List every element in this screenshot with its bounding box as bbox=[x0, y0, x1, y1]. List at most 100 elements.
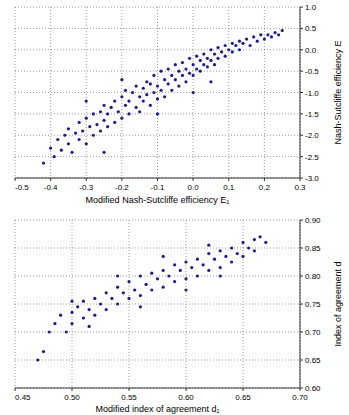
point bbox=[93, 297, 96, 300]
y-axis-label: Nash-Sutcliffe efficiency E bbox=[333, 40, 343, 144]
point bbox=[230, 260, 233, 263]
y-tick bbox=[300, 92, 303, 93]
point bbox=[252, 35, 255, 38]
y-tick-label: 0.75 bbox=[305, 300, 321, 309]
point bbox=[99, 129, 102, 132]
x-tick-label: 0.2 bbox=[259, 183, 271, 192]
point bbox=[181, 61, 184, 64]
y-tick-label: 0.85 bbox=[305, 244, 321, 253]
chart: -0.5-0.4-0.3-0.2-0.10.00.10.20.31.00.50.… bbox=[15, 3, 343, 205]
point bbox=[209, 48, 212, 51]
point bbox=[206, 65, 209, 68]
point bbox=[149, 82, 152, 85]
point bbox=[170, 89, 173, 92]
x-tick-label: 0.1 bbox=[223, 183, 235, 192]
point bbox=[53, 322, 56, 325]
point bbox=[60, 149, 63, 152]
x-tick bbox=[157, 178, 158, 181]
point bbox=[120, 95, 123, 98]
point bbox=[149, 104, 152, 107]
point bbox=[162, 269, 165, 272]
point bbox=[127, 112, 130, 115]
x-tick bbox=[50, 178, 51, 181]
x-axis bbox=[15, 388, 300, 389]
point bbox=[207, 244, 210, 247]
point bbox=[53, 155, 56, 158]
point bbox=[120, 78, 123, 81]
point bbox=[224, 255, 227, 258]
point bbox=[63, 134, 66, 137]
point bbox=[138, 110, 141, 113]
point bbox=[56, 138, 59, 141]
y-tick bbox=[300, 332, 303, 333]
y-tick bbox=[300, 388, 303, 389]
point bbox=[230, 246, 233, 249]
point bbox=[49, 146, 52, 149]
point bbox=[142, 87, 145, 90]
point bbox=[202, 263, 205, 266]
y-tick bbox=[300, 113, 303, 114]
x-tick-label: 0.0 bbox=[188, 183, 200, 192]
point bbox=[216, 46, 219, 49]
point bbox=[241, 241, 244, 244]
point bbox=[167, 274, 170, 277]
point bbox=[110, 106, 113, 109]
point bbox=[145, 80, 148, 83]
point bbox=[173, 280, 176, 283]
point bbox=[277, 33, 280, 36]
point bbox=[173, 263, 176, 266]
point bbox=[139, 305, 142, 308]
x-tick bbox=[193, 178, 194, 181]
point bbox=[270, 35, 273, 38]
y-tick-label: 0.65 bbox=[305, 356, 321, 365]
point bbox=[224, 55, 227, 58]
x-axis-label: Modified Nash-Sutcliffe efficiency E₁ bbox=[86, 195, 230, 205]
point bbox=[70, 311, 73, 314]
x-tick-label: -0.5 bbox=[15, 183, 29, 192]
point bbox=[99, 110, 102, 113]
point bbox=[139, 274, 142, 277]
point bbox=[42, 161, 45, 164]
point bbox=[85, 99, 88, 102]
point bbox=[181, 74, 184, 77]
y-tick bbox=[300, 28, 303, 29]
point bbox=[245, 37, 248, 40]
point bbox=[188, 57, 191, 60]
grid-line bbox=[15, 388, 300, 389]
point bbox=[142, 99, 145, 102]
point bbox=[159, 70, 162, 73]
y-tick bbox=[300, 178, 303, 179]
grid-line bbox=[15, 248, 300, 249]
point bbox=[184, 288, 187, 291]
point bbox=[156, 277, 159, 280]
point bbox=[177, 84, 180, 87]
x-tick-label: 0.3 bbox=[294, 183, 306, 192]
point bbox=[88, 125, 91, 128]
point bbox=[70, 322, 73, 325]
point bbox=[93, 314, 96, 317]
point bbox=[127, 297, 130, 300]
point bbox=[139, 294, 142, 297]
grid-line bbox=[157, 7, 158, 178]
y-tick bbox=[300, 276, 303, 277]
point bbox=[162, 286, 165, 289]
y-tick bbox=[300, 220, 303, 221]
point bbox=[156, 84, 159, 87]
point bbox=[259, 33, 262, 36]
point bbox=[281, 29, 284, 32]
y-tick-label: 0.60 bbox=[305, 384, 321, 393]
point bbox=[88, 308, 91, 311]
point bbox=[152, 91, 155, 94]
point bbox=[249, 44, 252, 47]
point bbox=[88, 325, 91, 328]
grid-line bbox=[15, 304, 300, 305]
point bbox=[48, 330, 51, 333]
y-tick bbox=[300, 304, 303, 305]
point bbox=[92, 134, 95, 137]
point bbox=[76, 305, 79, 308]
y-tick bbox=[300, 71, 303, 72]
point bbox=[253, 249, 256, 252]
point bbox=[156, 97, 159, 100]
point bbox=[263, 37, 266, 40]
x-tick bbox=[243, 388, 244, 391]
